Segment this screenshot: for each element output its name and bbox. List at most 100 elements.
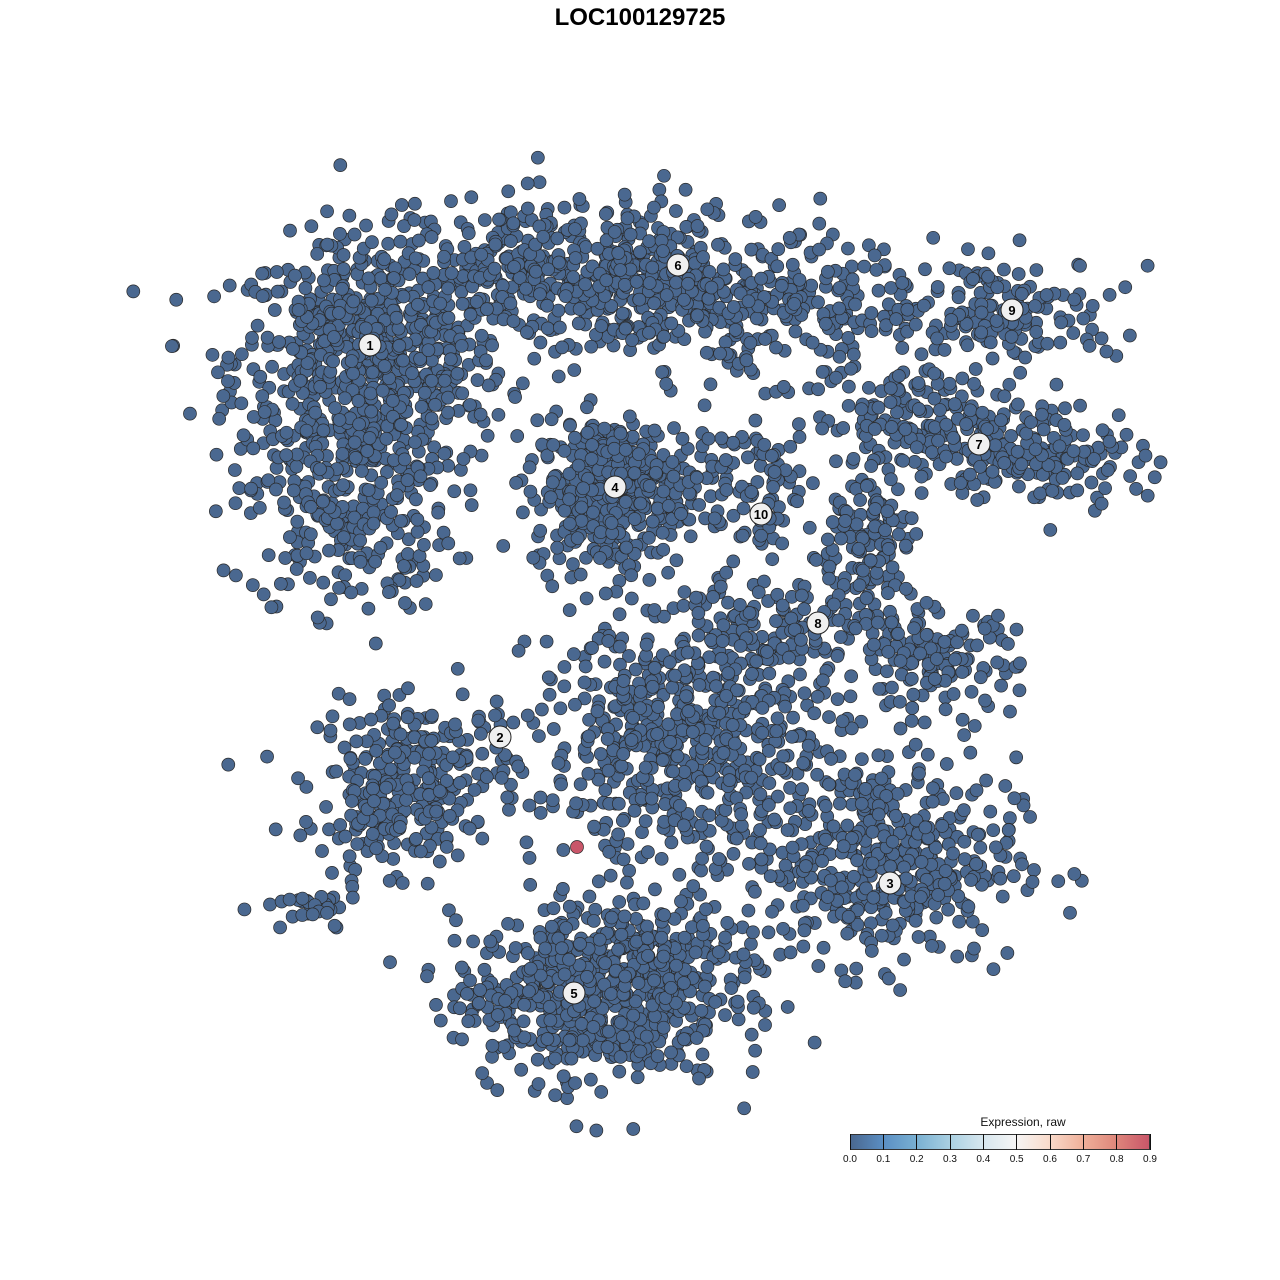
cell-point <box>397 452 412 467</box>
cell-point <box>475 831 490 846</box>
cell-point <box>342 849 357 864</box>
cell-point <box>272 335 286 349</box>
cell-point <box>858 781 873 796</box>
chart-title: LOC100129725 <box>554 4 726 31</box>
cell-point <box>719 565 734 580</box>
cell-point <box>576 481 590 496</box>
cell-point <box>831 613 846 628</box>
cell-point <box>455 687 470 702</box>
cell-point <box>642 325 656 340</box>
cell-point <box>567 430 582 445</box>
cell-point <box>989 314 1004 328</box>
cell-point <box>969 857 983 871</box>
cell-point <box>780 823 795 837</box>
cell-point <box>303 500 318 514</box>
cell-point <box>338 391 352 406</box>
cell-point <box>554 941 569 956</box>
cell-point <box>891 527 906 542</box>
cell-point <box>472 996 486 1011</box>
cell-point <box>1147 470 1162 485</box>
cell-point <box>473 727 488 741</box>
cell-point <box>656 484 671 499</box>
cell-point <box>629 274 644 289</box>
cell-point <box>475 1066 490 1080</box>
cell-point <box>832 301 846 316</box>
cell-point <box>925 939 939 953</box>
cell-point <box>261 473 276 488</box>
cell-point <box>689 1031 704 1045</box>
cell-point <box>838 514 853 528</box>
cell-point <box>977 621 992 636</box>
cell-point <box>708 995 723 1009</box>
cell-point <box>912 766 926 781</box>
cell-point <box>286 483 301 498</box>
cell-point <box>569 1119 584 1134</box>
cell-point <box>1140 258 1155 273</box>
cell-point <box>428 398 443 412</box>
cell-point <box>540 298 554 313</box>
cell-point <box>801 804 816 818</box>
cell-point <box>880 504 895 519</box>
cell-point <box>413 844 428 859</box>
cell-point <box>677 976 691 990</box>
cell-point <box>417 538 431 552</box>
cell-point <box>620 837 635 851</box>
cell-point <box>918 262 932 277</box>
cell-point <box>279 448 294 462</box>
cell-point <box>807 1035 822 1050</box>
cell-point <box>277 495 291 510</box>
cell-point <box>1002 377 1017 392</box>
cell-point <box>452 1001 467 1016</box>
cell-point <box>588 902 603 917</box>
cell-point <box>955 371 970 386</box>
cell-point <box>373 540 388 555</box>
cell-point <box>540 321 555 336</box>
cell-point <box>1028 442 1043 457</box>
cell-point <box>346 366 360 381</box>
cell-point <box>456 452 471 466</box>
cell-point <box>707 511 722 526</box>
cell-point <box>793 667 807 682</box>
cell-point <box>950 949 965 964</box>
cell-point <box>872 682 887 696</box>
cell-point <box>424 230 439 244</box>
cell-point <box>522 460 537 475</box>
cell-point <box>269 265 284 279</box>
cell-point <box>327 918 342 933</box>
cell-point <box>585 438 599 452</box>
cell-point <box>604 987 618 1001</box>
cell-point <box>611 942 626 957</box>
cell-point <box>462 821 477 836</box>
cell-point <box>925 794 940 809</box>
cell-point <box>393 727 408 742</box>
cell-point <box>474 247 489 262</box>
cell-point <box>602 845 617 859</box>
cell-point <box>265 359 279 374</box>
cell-point <box>411 297 425 312</box>
cell-point <box>437 446 452 461</box>
cell-point <box>917 298 931 313</box>
cell-point <box>437 249 451 264</box>
cell-point <box>816 673 830 688</box>
cell-point <box>507 1023 521 1038</box>
cell-point <box>995 889 1010 904</box>
cell-point <box>904 511 919 526</box>
cell-point <box>580 969 594 984</box>
cell-point <box>906 687 921 702</box>
cell-point <box>656 244 670 258</box>
cell-point <box>384 504 398 519</box>
cell-point <box>455 386 470 401</box>
cell-point <box>421 280 436 295</box>
cell-point <box>961 899 976 914</box>
cell-point <box>205 347 220 362</box>
cell-point <box>586 914 601 928</box>
cell-point <box>761 925 776 940</box>
cell-point <box>929 910 944 925</box>
cell-point <box>1015 857 1029 872</box>
cell-point <box>968 362 983 376</box>
cell-point <box>1049 377 1064 392</box>
cell-point <box>351 394 366 408</box>
cell-point <box>618 969 632 984</box>
cell-point <box>733 598 747 612</box>
cell-point <box>938 864 953 878</box>
